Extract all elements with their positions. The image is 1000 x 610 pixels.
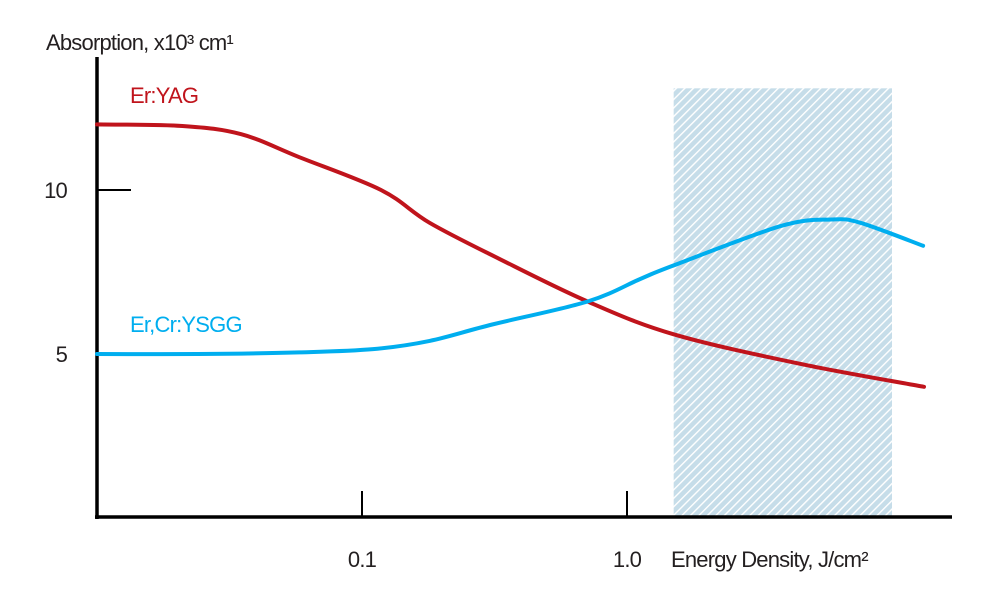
y-axis-label: Absorption, x10³ cm¹: [46, 30, 233, 55]
shaded-region: [673, 88, 892, 517]
y-tick-label: 10: [44, 178, 67, 203]
series-label-er-yag: Er:YAG: [130, 83, 198, 108]
shaded-region-layer: [673, 88, 892, 517]
series-line-er-cr-ysgg: [95, 217, 926, 357]
x-tick-label: 1.0: [613, 547, 642, 572]
series-line-er-yag: [95, 122, 926, 389]
tick-layer: 0.1 1.0 10 5: [44, 178, 642, 572]
y-tick-label: 5: [56, 342, 68, 367]
x-axis-label: Energy Density, J/cm²: [671, 547, 868, 572]
x-tick-label: 0.1: [348, 547, 377, 572]
series-label-er-cr-ysgg: Er,Cr:YSGG: [130, 312, 242, 337]
series-layer: [95, 122, 926, 389]
